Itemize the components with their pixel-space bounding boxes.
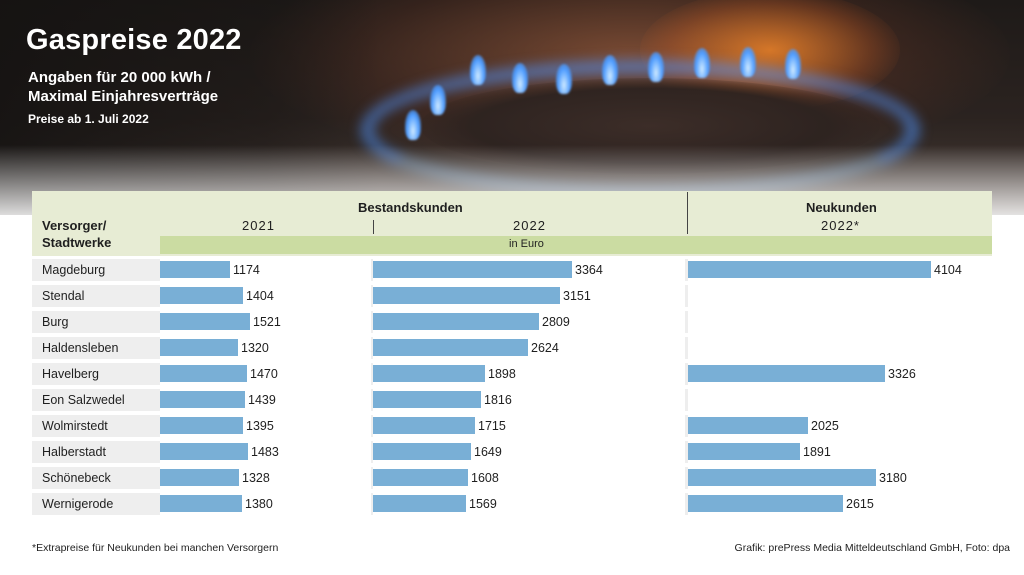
row-label: Stendal (42, 289, 85, 303)
group-divider (687, 192, 688, 234)
row-label-header-line-2: Stadtwerke (42, 235, 112, 250)
bar-new-2022 (688, 469, 876, 486)
data-label: 1395 (246, 419, 274, 433)
row-label: Havelberg (42, 367, 99, 381)
bar-existing-2021 (160, 469, 239, 486)
year-divider (373, 220, 374, 234)
bar-existing-2022 (373, 391, 481, 408)
bar-existing-2022 (373, 417, 475, 434)
bar-new-2022 (688, 261, 931, 278)
data-label: 3364 (575, 263, 603, 277)
data-label: 2809 (542, 315, 570, 329)
bar-existing-2022 (373, 469, 468, 486)
table-cell (688, 285, 992, 307)
bar-existing-2021 (160, 417, 243, 434)
data-label: 4104 (934, 263, 962, 277)
data-label: 3151 (563, 289, 591, 303)
data-label: 1470 (250, 367, 278, 381)
data-label: 3326 (888, 367, 916, 381)
footnote: *Extrapreise für Neukunden bei manchen V… (32, 542, 279, 554)
bar-existing-2022 (373, 339, 528, 356)
bar-new-2022 (688, 443, 800, 460)
bar-new-2022 (688, 495, 843, 512)
data-label: 1569 (469, 497, 497, 511)
group-header-new: Neukunden (806, 200, 877, 215)
data-label: 1439 (248, 393, 276, 407)
row-label: Haldensleben (42, 341, 119, 355)
row-label: Schönebeck (42, 471, 111, 485)
data-label: 1649 (474, 445, 502, 459)
bar-existing-2022 (373, 287, 560, 304)
group-header-existing: Bestandskunden (358, 200, 463, 215)
bar-existing-2021 (160, 443, 248, 460)
row-label: Wolmirstedt (42, 419, 108, 433)
price-date-note: Preise ab 1. Juli 2022 (28, 112, 149, 126)
row-label-header-line-1: Versorger/ (42, 218, 107, 233)
row-label: Burg (42, 315, 69, 329)
bar-new-2022 (688, 365, 885, 382)
data-label: 1816 (484, 393, 512, 407)
bar-existing-2022 (373, 443, 471, 460)
table-cell (688, 337, 992, 359)
bar-new-2022 (688, 417, 808, 434)
unit-band (160, 236, 992, 254)
row-label: Eon Salzwedel (42, 393, 125, 407)
bar-existing-2021 (160, 339, 238, 356)
data-label: 2615 (846, 497, 874, 511)
data-label: 2025 (811, 419, 839, 433)
data-label: 1320 (241, 341, 269, 355)
data-label: 3180 (879, 471, 907, 485)
data-label: 1898 (488, 367, 516, 381)
bar-existing-2022 (373, 261, 572, 278)
bar-existing-2022 (373, 365, 485, 382)
col-header-2021: 2021 (242, 218, 275, 233)
data-label: 1483 (251, 445, 279, 459)
bar-existing-2021 (160, 365, 247, 382)
chart-title: Gaspreise 2022 (26, 24, 242, 56)
bar-existing-2021 (160, 391, 245, 408)
col-header-2022: 2022 (513, 218, 546, 233)
table-cell (688, 389, 992, 411)
data-label: 1608 (471, 471, 499, 485)
data-label: 1891 (803, 445, 831, 459)
bar-existing-2021 (160, 313, 250, 330)
row-label: Wernigerode (42, 497, 114, 511)
bar-existing-2022 (373, 495, 466, 512)
col-header-new-2022: 2022* (821, 218, 860, 233)
data-label: 1715 (478, 419, 506, 433)
row-label: Magdeburg (42, 263, 106, 277)
row-label: Halberstadt (42, 445, 106, 459)
credit-line: Grafik: prePress Media Mitteldeutschland… (734, 542, 1010, 554)
data-label: 2624 (531, 341, 559, 355)
data-label: 1380 (245, 497, 273, 511)
bar-existing-2022 (373, 313, 539, 330)
unit-label: in Euro (509, 238, 544, 250)
subtitle-line-1: Angaben für 20 000 kWh / (28, 69, 211, 86)
bar-existing-2021 (160, 495, 242, 512)
data-label: 1521 (253, 315, 281, 329)
data-label: 1328 (242, 471, 270, 485)
table-cell (688, 311, 992, 333)
subtitle-line-2: Maximal Einjahresverträge (28, 88, 219, 105)
bar-existing-2021 (160, 287, 243, 304)
data-label: 1404 (246, 289, 274, 303)
data-label: 1174 (233, 263, 260, 277)
bar-existing-2021 (160, 261, 230, 278)
